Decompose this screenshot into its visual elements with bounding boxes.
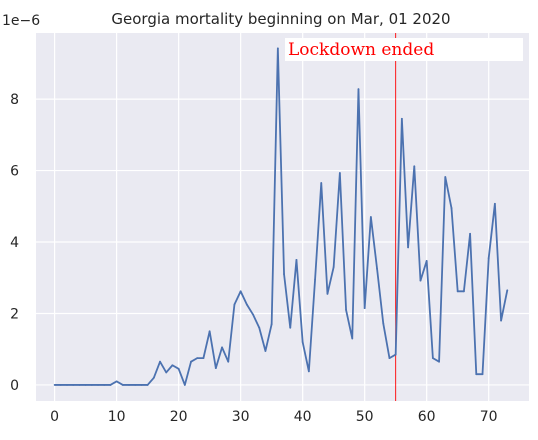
y-axis-ticks: 0 2 4 6 8 bbox=[10, 92, 19, 394]
x-tick-label: 70 bbox=[480, 409, 498, 425]
y-tick-label: 6 bbox=[10, 164, 19, 180]
data-point bbox=[233, 303, 236, 306]
data-point bbox=[59, 384, 62, 386]
data-point bbox=[97, 384, 99, 386]
data-point bbox=[146, 384, 149, 386]
data-point bbox=[72, 384, 75, 386]
chart-title: Georgia mortality beginning on Mar, 01 2… bbox=[111, 10, 450, 28]
data-point bbox=[140, 384, 143, 386]
data-point bbox=[301, 341, 304, 343]
data-point bbox=[283, 273, 285, 276]
data-point bbox=[400, 117, 403, 120]
data-point bbox=[332, 266, 335, 268]
data-point bbox=[115, 380, 118, 383]
data-point bbox=[159, 360, 161, 363]
data-point bbox=[90, 384, 93, 386]
data-point bbox=[202, 357, 205, 360]
x-tick-label: 10 bbox=[108, 409, 126, 425]
data-point bbox=[109, 384, 112, 386]
data-point bbox=[103, 384, 106, 386]
annotation-text: Lockdown ended bbox=[288, 40, 434, 60]
x-tick-label: 0 bbox=[50, 409, 59, 425]
data-point bbox=[121, 384, 124, 386]
data-point bbox=[258, 326, 261, 329]
data-point bbox=[326, 292, 329, 295]
data-point bbox=[78, 384, 81, 386]
data-point bbox=[134, 384, 137, 386]
data-point bbox=[239, 290, 242, 293]
y-offset-label: 1e−6 bbox=[2, 13, 40, 29]
data-point bbox=[376, 267, 378, 270]
data-point bbox=[208, 330, 211, 333]
data-point bbox=[444, 176, 447, 178]
data-point bbox=[53, 384, 56, 386]
data-point bbox=[431, 357, 434, 360]
data-point bbox=[214, 367, 217, 370]
data-point bbox=[165, 371, 168, 374]
data-point bbox=[264, 350, 267, 352]
y-tick-label: 2 bbox=[10, 306, 19, 322]
data-point bbox=[276, 47, 279, 50]
data-point bbox=[66, 384, 68, 386]
data-point bbox=[462, 290, 465, 293]
data-point bbox=[227, 360, 230, 363]
data-point bbox=[469, 232, 471, 235]
data-point bbox=[295, 258, 298, 261]
data-point bbox=[363, 307, 366, 310]
data-point bbox=[419, 279, 422, 282]
annotation-box bbox=[285, 38, 523, 61]
x-tick-label: 20 bbox=[170, 409, 188, 425]
data-point bbox=[345, 308, 347, 311]
data-point bbox=[338, 172, 341, 174]
data-points bbox=[53, 47, 509, 386]
data-point bbox=[407, 246, 409, 249]
data-point bbox=[369, 216, 372, 218]
data-point bbox=[245, 303, 248, 306]
data-point bbox=[506, 289, 509, 292]
data-point bbox=[382, 322, 385, 325]
data-point bbox=[314, 278, 316, 281]
data-point bbox=[270, 323, 273, 326]
data-point bbox=[152, 376, 155, 379]
data-point bbox=[320, 182, 323, 184]
data-point bbox=[221, 346, 223, 349]
data-point bbox=[351, 337, 354, 340]
x-tick-label: 40 bbox=[294, 409, 312, 425]
data-point bbox=[190, 360, 192, 363]
data-point bbox=[500, 319, 502, 322]
data-point bbox=[456, 290, 459, 293]
data-point bbox=[487, 257, 490, 259]
data-point bbox=[413, 165, 416, 168]
data-point bbox=[450, 207, 453, 209]
data-point bbox=[252, 313, 254, 316]
data-point bbox=[84, 384, 87, 386]
data-point bbox=[481, 373, 484, 376]
data-point bbox=[394, 353, 397, 356]
x-tick-label: 30 bbox=[232, 409, 250, 425]
data-point bbox=[438, 360, 440, 363]
x-axis-ticks: 0 10 20 30 40 50 60 70 bbox=[50, 409, 497, 425]
x-tick-label: 60 bbox=[418, 409, 436, 425]
y-tick-label: 4 bbox=[10, 235, 19, 251]
y-tick-label: 0 bbox=[10, 378, 19, 394]
data-point bbox=[493, 202, 496, 205]
data-point bbox=[196, 357, 199, 360]
data-point bbox=[289, 326, 292, 329]
data-point bbox=[307, 370, 310, 373]
data-point bbox=[128, 384, 130, 386]
y-tick-label: 8 bbox=[10, 92, 19, 108]
data-point bbox=[183, 384, 186, 386]
lockdown-annotation: Lockdown ended bbox=[285, 38, 523, 61]
data-point bbox=[388, 357, 391, 360]
data-point bbox=[425, 260, 428, 262]
data-point bbox=[171, 364, 174, 367]
mortality-series-line bbox=[54, 47, 509, 386]
data-point bbox=[357, 88, 360, 90]
data-point bbox=[475, 373, 478, 376]
data-point bbox=[177, 367, 180, 370]
x-tick-label: 50 bbox=[356, 409, 374, 425]
